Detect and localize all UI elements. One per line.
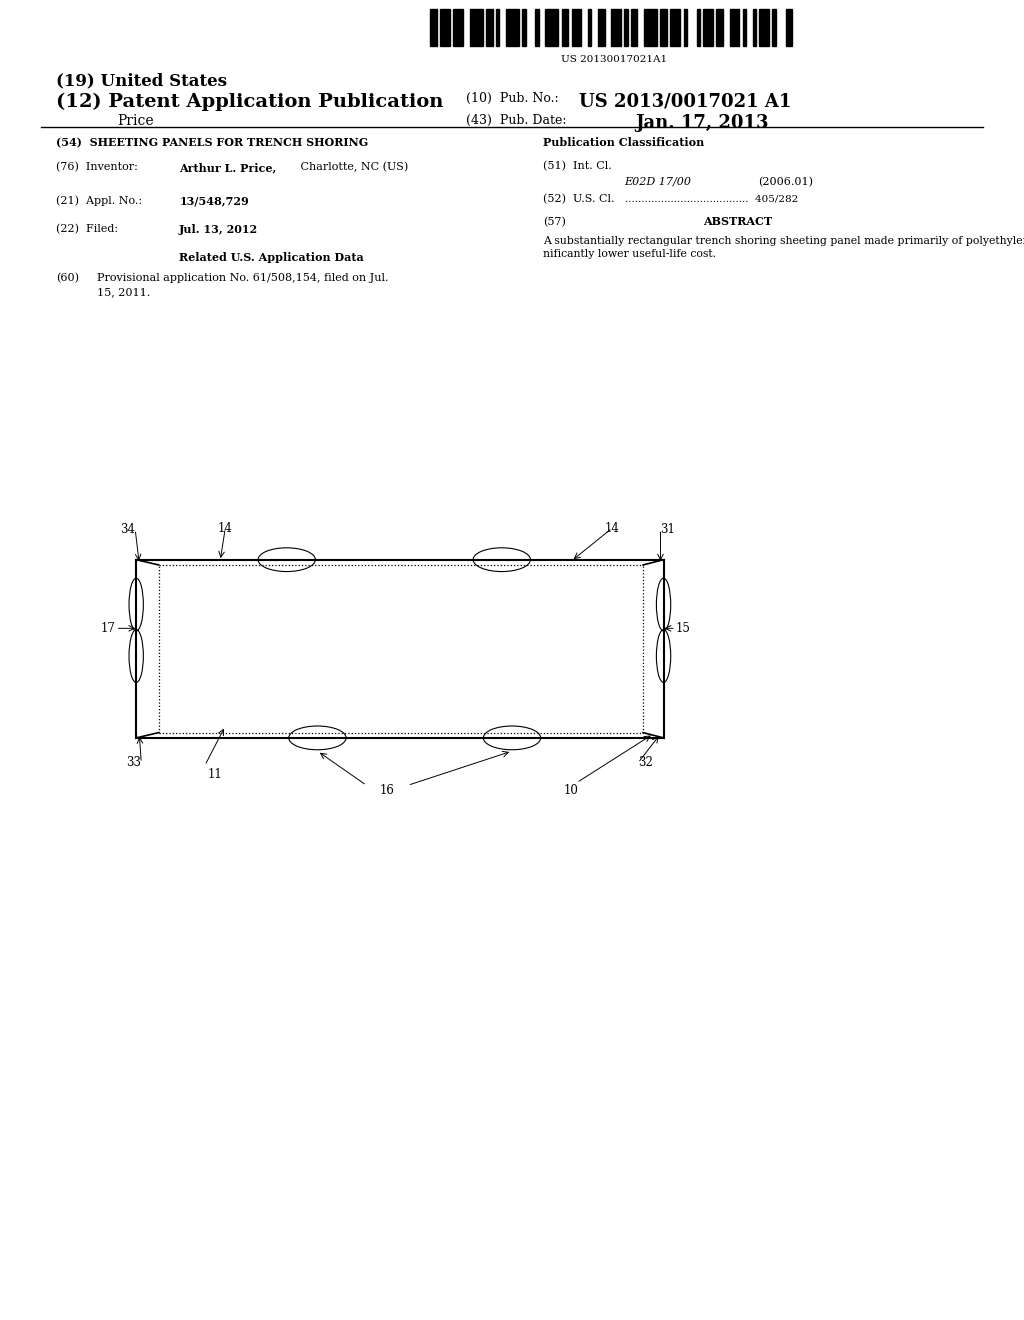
Text: (21)  Appl. No.:: (21) Appl. No.: [56,195,142,206]
Bar [759,9,763,46]
Bar [644,9,654,46]
Text: 11: 11 [208,768,222,781]
Bar [614,9,621,46]
Text: (22)  Filed:: (22) Filed: [56,224,119,235]
Text: Publication Classification: Publication Classification [543,137,703,148]
Text: ABSTRACT: ABSTRACT [702,216,772,227]
Bar [763,9,769,46]
Bar [753,9,756,46]
Text: 34: 34 [120,523,135,536]
Bar [571,9,574,46]
Text: (57): (57) [543,216,565,227]
Text: Jan. 17, 2013: Jan. 17, 2013 [635,114,768,132]
Text: Jul. 13, 2012: Jul. 13, 2012 [179,224,258,235]
Text: Charlotte, NC (US): Charlotte, NC (US) [297,162,409,173]
Text: ......................................  405/282: ...................................... 4… [625,194,798,203]
Text: (54)  SHEETING PANELS FOR TRENCH SHORING: (54) SHEETING PANELS FOR TRENCH SHORING [56,137,369,148]
Text: 14: 14 [605,521,620,535]
Bar [470,9,476,46]
Text: Price: Price [118,114,155,128]
Text: 16: 16 [380,784,394,797]
Bar [443,9,450,46]
Text: Related U.S. Application Data: Related U.S. Application Data [179,252,364,263]
Text: 33: 33 [126,756,141,770]
Bar [430,9,436,46]
Bar [703,9,710,46]
Text: E02D 17/00: E02D 17/00 [625,177,691,187]
Bar [601,9,604,46]
Bar [654,9,657,46]
Bar [574,9,582,46]
Bar [562,9,568,46]
Text: 31: 31 [660,523,676,536]
Text: 17: 17 [100,622,116,635]
Text: 13/548,729: 13/548,729 [179,195,249,206]
Bar [717,9,723,46]
Bar [733,9,739,46]
Bar [479,9,482,46]
Bar [598,9,601,46]
Bar [506,9,516,46]
Bar [496,9,500,46]
Text: 32: 32 [638,756,653,770]
Bar [730,9,733,46]
Text: (52)  U.S. Cl.: (52) U.S. Cl. [543,194,614,205]
Bar [660,9,667,46]
Bar [486,9,493,46]
Text: (10)  Pub. No.:: (10) Pub. No.: [466,92,562,106]
Text: (51)  Int. Cl.: (51) Int. Cl. [543,161,611,172]
Bar [440,9,443,46]
Bar [611,9,614,46]
Text: (12) Patent Application Publication: (12) Patent Application Publication [56,92,443,111]
Bar [625,9,628,46]
Text: (43)  Pub. Date:: (43) Pub. Date: [466,114,566,127]
Bar [710,9,713,46]
Text: Arthur L. Price,: Arthur L. Price, [179,162,276,173]
Text: 10: 10 [564,784,579,797]
Bar [516,9,519,46]
Bar [454,9,463,46]
Text: (2006.01): (2006.01) [758,177,813,187]
Bar [522,9,525,46]
Text: (76)  Inventor:: (76) Inventor: [56,162,138,173]
Bar [785,9,788,46]
Text: 14: 14 [218,521,232,535]
Bar [588,9,592,46]
Bar [476,9,479,46]
Text: A substantially rectangular trench shoring sheeting panel made primarily of poly: A substantially rectangular trench shori… [543,235,1024,259]
Text: (19) United States: (19) United States [56,73,227,90]
Bar [549,9,558,46]
Text: (60): (60) [56,273,79,284]
Bar [742,9,746,46]
Bar [772,9,776,46]
Bar [788,9,793,46]
Bar [631,9,638,46]
Text: Provisional application No. 61/508,154, filed on Jul.
15, 2011.: Provisional application No. 61/508,154, … [97,273,389,297]
Bar [536,9,539,46]
Bar [684,9,687,46]
Bar [674,9,680,46]
Text: US 20130017021A1: US 20130017021A1 [561,55,668,65]
Bar [696,9,700,46]
Text: 15: 15 [676,622,691,635]
Bar [546,9,549,46]
Bar [671,9,674,46]
Text: US 2013/0017021 A1: US 2013/0017021 A1 [579,92,791,111]
